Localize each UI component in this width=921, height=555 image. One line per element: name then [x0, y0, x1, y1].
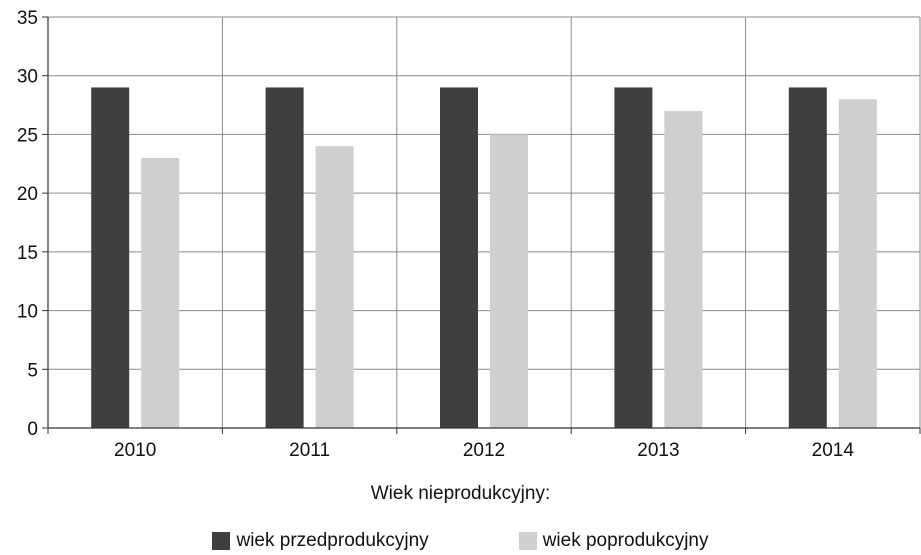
legend: wiek przedprodukcyjny wiek poprodukcyjny [0, 530, 921, 552]
bar-2014-series-0 [789, 87, 827, 428]
y-tick-label: 10 [17, 302, 38, 323]
legend-item-series-1: wiek poprodukcyjny [519, 530, 709, 552]
bar-2011-series-0 [266, 87, 304, 428]
legend-label-series-1: wiek poprodukcyjny [543, 530, 709, 552]
y-tick-label: 0 [27, 419, 38, 440]
bar-2012-series-0 [440, 87, 478, 428]
legend-swatch-series-1 [519, 532, 537, 550]
y-tick-label: 30 [17, 67, 38, 88]
bar-2010-series-0 [91, 87, 129, 428]
x-tick-label: 2010 [114, 440, 156, 461]
x-tick-label: 2013 [637, 440, 679, 461]
y-tick-label: 20 [17, 184, 38, 205]
y-tick-label: 35 [17, 8, 38, 29]
legend-item-series-0: wiek przedprodukcyjny [212, 530, 428, 552]
legend-label-series-0: wiek przedprodukcyjny [236, 530, 428, 552]
y-tick-label: 25 [17, 125, 38, 146]
y-tick-labels: 0 5 10 15 20 25 30 35 [17, 8, 38, 440]
bar-2013-series-0 [614, 87, 652, 428]
bar-2014-series-1 [839, 99, 877, 428]
y-tick-label: 5 [27, 360, 38, 381]
legend-title: Wiek nieprodukcyjny: [0, 483, 921, 505]
bars-group [91, 87, 877, 428]
x-tick-label: 2012 [463, 440, 505, 461]
x-tick-label: 2014 [812, 440, 855, 461]
bar-2013-series-1 [664, 111, 702, 428]
bar-2011-series-1 [316, 146, 354, 428]
y-tick-label: 15 [17, 243, 38, 264]
legend-swatch-series-0 [212, 532, 230, 550]
bar-2012-series-1 [490, 134, 528, 428]
bar-2010-series-1 [141, 158, 179, 428]
x-tick-label: 2011 [289, 440, 330, 461]
x-tick-labels: 2010 2011 2012 2013 2014 [114, 440, 854, 461]
